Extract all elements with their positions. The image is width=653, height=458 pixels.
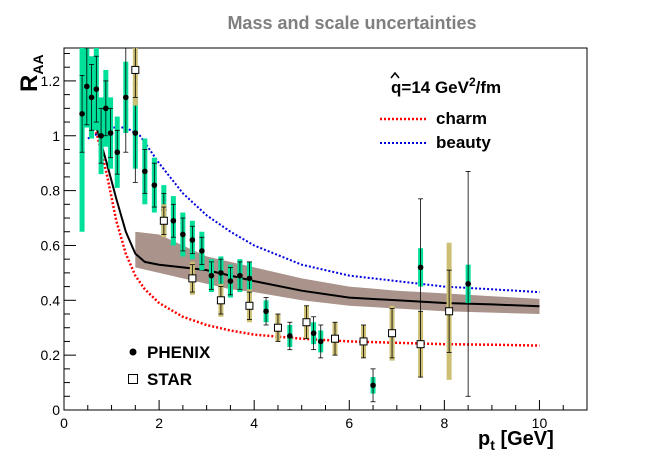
phenix-point bbox=[88, 94, 95, 101]
phenix-point bbox=[114, 149, 121, 156]
x-tick-label: 6 bbox=[345, 415, 353, 431]
legend-star-label: STAR bbox=[147, 370, 192, 389]
x-tick-label: 2 bbox=[155, 415, 163, 431]
phenix-point bbox=[180, 231, 186, 238]
legend-star-marker bbox=[128, 374, 138, 384]
plot-frame bbox=[63, 47, 588, 411]
phenix-point bbox=[79, 111, 85, 117]
uncertainty-band bbox=[135, 231, 540, 314]
star-point bbox=[388, 329, 397, 338]
star-point bbox=[245, 301, 254, 310]
legend-phenix-marker bbox=[129, 348, 137, 356]
phenix-point bbox=[310, 330, 317, 337]
star-point bbox=[159, 216, 168, 225]
qhat-annotation: q=14 GeV2/fm bbox=[390, 71, 501, 97]
svg-text:q=14 GeV2/fm: q=14 GeV2/fm bbox=[391, 75, 501, 97]
star-point bbox=[302, 318, 311, 327]
phenix-point bbox=[370, 382, 376, 389]
star-point bbox=[273, 323, 282, 332]
phenix-point bbox=[417, 264, 424, 271]
phenix-point bbox=[123, 94, 129, 101]
y-tick-label: 0.4 bbox=[41, 292, 61, 308]
phenix-point bbox=[98, 132, 104, 139]
star-point bbox=[216, 296, 225, 305]
phenix-point bbox=[263, 308, 269, 315]
y-tick-label: 1 bbox=[52, 128, 60, 144]
phenix-point bbox=[237, 272, 243, 279]
phenix-point bbox=[151, 182, 158, 188]
phenix-point bbox=[189, 237, 196, 243]
beauty-curve bbox=[87, 126, 540, 294]
phenix-point bbox=[84, 83, 90, 90]
star-point bbox=[416, 340, 425, 349]
legend-beauty-label: beauty bbox=[436, 133, 491, 152]
chart-title: Mass and scale uncertainties bbox=[227, 13, 476, 33]
phenix-point bbox=[208, 272, 215, 279]
legend-curves: charm beauty bbox=[380, 109, 491, 152]
hat-accent bbox=[390, 71, 400, 79]
legend-phenix-label: PHENIX bbox=[147, 343, 211, 362]
qhat-symbol: q bbox=[391, 78, 401, 97]
marker-layer bbox=[79, 47, 471, 403]
phenix-point bbox=[93, 86, 100, 92]
x-tick-label: 8 bbox=[440, 415, 448, 431]
x-axis: 0 2 4 6 8 10 bbox=[60, 400, 588, 431]
phenix-point bbox=[317, 338, 324, 345]
star-point bbox=[188, 274, 197, 283]
y-axis: 0 0.2 0.4 0.6 0.8 1 1.2 bbox=[41, 52, 76, 418]
legend-charm-label: charm bbox=[436, 109, 487, 128]
y-tick-label: 0.2 bbox=[41, 347, 61, 363]
y-tick-label: 0.6 bbox=[41, 237, 61, 253]
phenix-point bbox=[170, 217, 177, 224]
legend-markers: PHENIX STAR bbox=[128, 343, 211, 389]
x-tick-label: 4 bbox=[250, 415, 258, 431]
star-point bbox=[331, 334, 340, 343]
y-tick-label: 1.2 bbox=[41, 73, 61, 89]
phenix-point bbox=[103, 105, 109, 112]
y-axis-label: RAA bbox=[16, 54, 46, 92]
x-axis-label: pt [GeV] bbox=[478, 428, 554, 453]
plot-area bbox=[63, 47, 588, 411]
phenix-point bbox=[287, 333, 293, 339]
phenix-point bbox=[227, 278, 234, 284]
x-tick-label: 0 bbox=[60, 415, 68, 431]
phenix-point bbox=[132, 130, 139, 136]
star-point bbox=[131, 65, 140, 74]
charm-curve bbox=[86, 113, 540, 347]
y-tick-label: 0.8 bbox=[41, 183, 61, 199]
phenix-point bbox=[465, 281, 471, 287]
y-tick-label: 0 bbox=[52, 402, 60, 418]
uncertainty-band-layer bbox=[135, 231, 540, 314]
x-tick-label: 10 bbox=[532, 415, 548, 431]
phenix-point bbox=[142, 168, 148, 175]
phenix-point bbox=[199, 248, 205, 254]
phenix-point bbox=[246, 275, 253, 282]
star-point bbox=[359, 337, 368, 346]
star-point bbox=[445, 307, 454, 316]
phenix-point bbox=[107, 130, 114, 136]
phenix-point bbox=[218, 270, 224, 276]
